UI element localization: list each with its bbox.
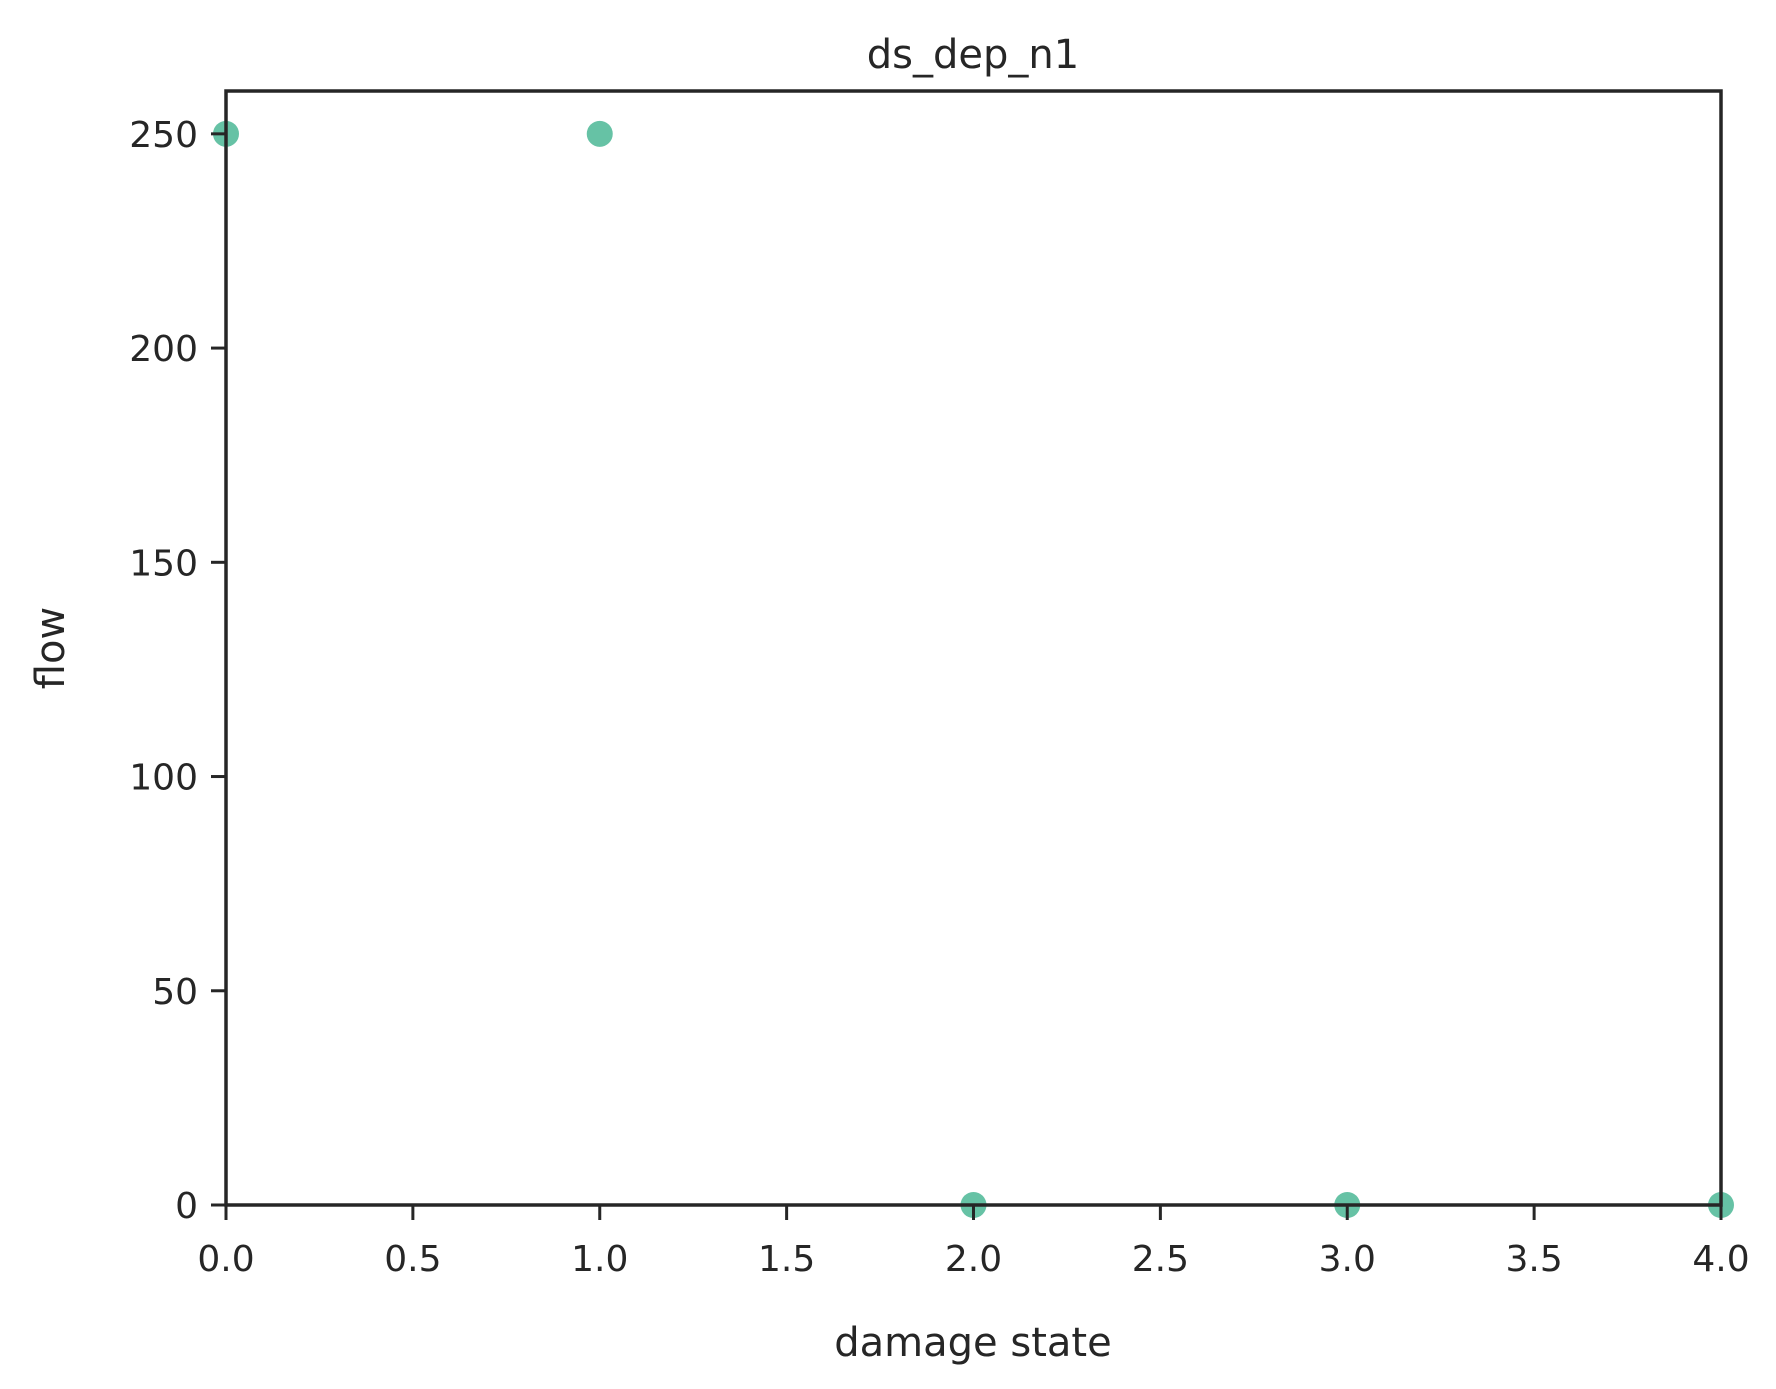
x-tick-label: 2.5 — [1132, 1239, 1189, 1280]
x-tick-label: 0.5 — [384, 1239, 441, 1280]
y-tick-label: 50 — [152, 972, 198, 1013]
y-tick-label: 250 — [129, 115, 198, 156]
x-tick-label: 0.0 — [197, 1239, 254, 1280]
x-tick-label: 2.0 — [945, 1239, 1002, 1280]
data-point — [586, 120, 613, 147]
y-tick-label: 0 — [175, 1186, 198, 1227]
x-tick-label: 3.0 — [1319, 1239, 1376, 1280]
y-tick-label: 100 — [129, 758, 198, 799]
x-axis-label: damage state — [834, 1320, 1111, 1366]
data-points — [213, 120, 1734, 1218]
x-tick-label: 1.0 — [571, 1239, 628, 1280]
x-axis-ticks: 0.0 0.5 1.0 1.5 2.0 2.5 3.0 3.5 4.0 — [197, 1205, 1750, 1280]
x-tick-label: 1.5 — [758, 1239, 815, 1280]
y-tick-label: 200 — [129, 329, 198, 370]
y-axis-label: flow — [28, 607, 74, 689]
y-axis-ticks: 0 50 100 150 200 250 — [129, 115, 226, 1227]
x-tick-label: 4.0 — [1692, 1239, 1749, 1280]
chart-title: ds_dep_n1 — [867, 32, 1079, 78]
plot-frame — [224, 89, 1723, 1207]
x-tick-label: 3.5 — [1505, 1239, 1562, 1280]
y-tick-label: 150 — [129, 543, 198, 584]
